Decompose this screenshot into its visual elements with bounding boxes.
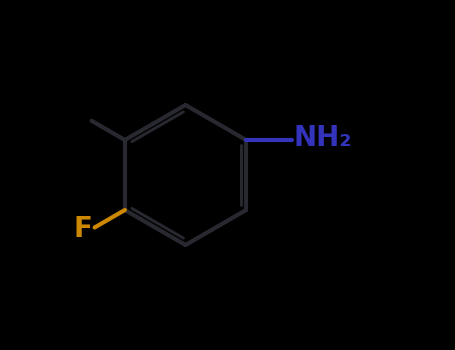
Text: F: F [74, 215, 93, 243]
Text: NH₂: NH₂ [293, 124, 352, 152]
